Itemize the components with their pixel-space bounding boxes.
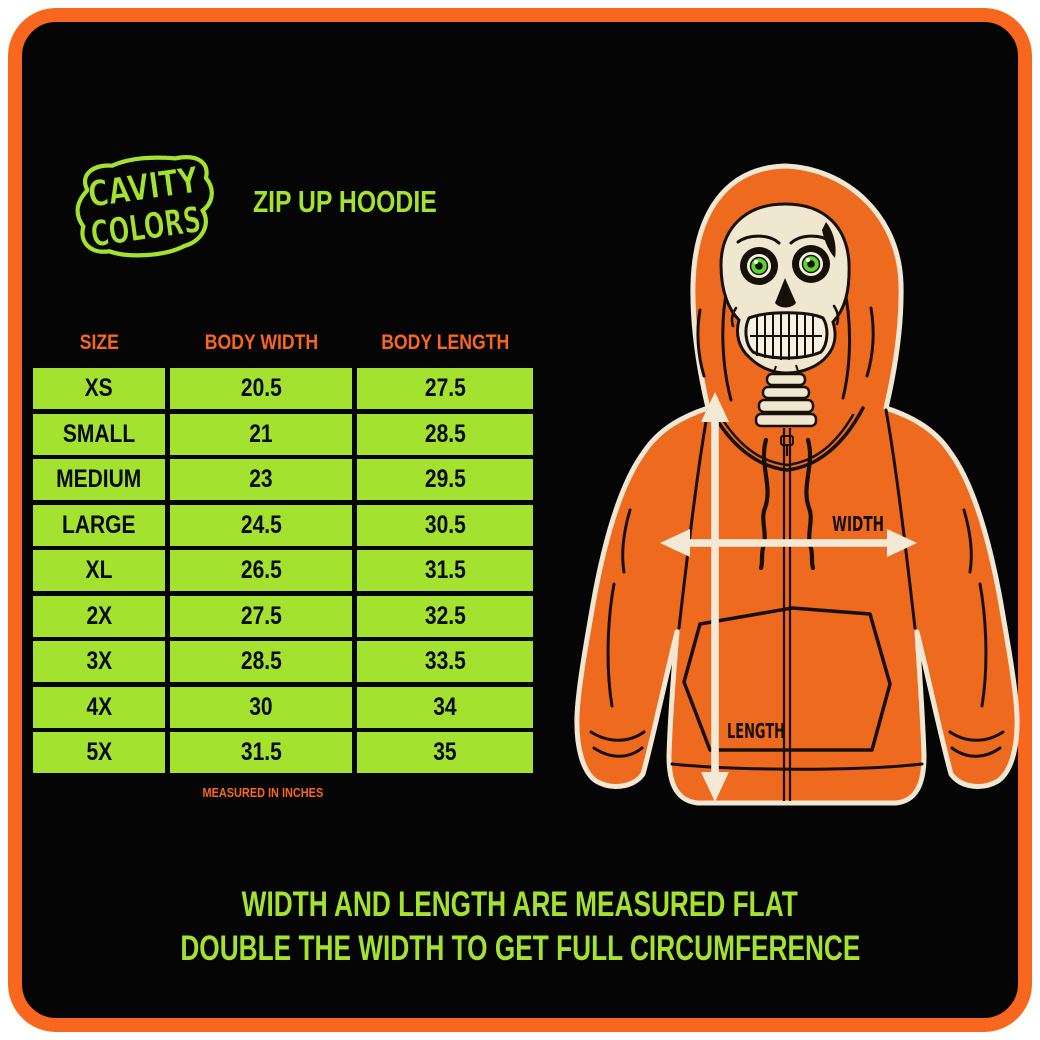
eye-left — [740, 247, 778, 285]
table-cell-size: XS — [33, 368, 165, 409]
header-body-length: BODY LENGTH — [380, 331, 510, 354]
skull — [719, 202, 851, 428]
eye-right — [792, 245, 830, 283]
length-arrow — [701, 392, 729, 802]
table-cell-size: 5X — [33, 732, 165, 773]
table-cell-size: MEDIUM — [33, 459, 165, 500]
cheek-left — [730, 306, 738, 328]
table-cell-body-length: 32.5 — [357, 595, 533, 637]
table-cell-body-width: 23 — [170, 459, 352, 500]
table-cell-body-width: 26.5 — [170, 550, 352, 591]
hoodie-illustration: WIDTH LENGTH — [574, 163, 1020, 806]
table-cell-body-length: 30.5 — [357, 504, 533, 546]
table-cell-size: 2X — [33, 595, 165, 637]
header-body-width: BODY WIDTH — [204, 331, 318, 354]
width-arrow — [660, 529, 917, 557]
logo-outline-blob — [75, 155, 214, 258]
drawstrings — [758, 437, 816, 571]
zipper — [780, 428, 794, 801]
skull-nose — [775, 278, 796, 308]
header-size: SIZE — [79, 331, 119, 354]
neck-vertebrae — [754, 372, 818, 428]
table-cell-body-length: 34 — [357, 686, 533, 728]
disclaimer: WIDTH AND LENGTH ARE MEASURED FLAT DOUBL… — [0, 883, 1040, 971]
table-header-row: SIZE BODY WIDTH BODY LENGTH — [33, 331, 533, 355]
product-title-text: ZIP UP HOODIE — [253, 184, 437, 219]
cheek-right — [832, 304, 840, 326]
table-cell-body-width: 21 — [170, 413, 352, 455]
table-cell-size: LARGE — [33, 504, 165, 546]
disclaimer-line1: WIDTH AND LENGTH ARE MEASURED FLAT — [241, 885, 799, 924]
table-cell-size: XL — [33, 550, 165, 591]
brow-right — [789, 234, 833, 245]
hoodie-silhouette — [574, 163, 1020, 806]
hoodie-line-art — [589, 208, 1005, 771]
chin-marks — [773, 364, 799, 373]
product-title: ZIP UP HOODIE — [253, 186, 483, 218]
table-cell-body-length: 35 — [357, 732, 533, 773]
table-cell-body-length: 29.5 — [357, 459, 533, 500]
table-cell-body-length: 31.5 — [357, 550, 533, 591]
table-cell-body-width: 20.5 — [170, 368, 352, 409]
table-cell-size: SMALL — [33, 413, 165, 455]
kangaroo-pocket — [682, 606, 892, 752]
skull-teeth — [750, 312, 822, 360]
table-footnote: MEASURED IN INCHES — [202, 785, 324, 800]
brand-logo: CAVITY COLORS — [75, 155, 214, 258]
table-cell-size: 4X — [33, 686, 165, 728]
length-label: LENGTH — [727, 719, 785, 743]
table-cell-size: 3X — [33, 641, 165, 682]
width-label: WIDTH — [832, 512, 884, 536]
hood-collar — [709, 406, 865, 472]
disclaimer-line2: DOUBLE THE WIDTH TO GET FULL CIRCUMFEREN… — [179, 929, 861, 968]
table-cell-body-length: 33.5 — [357, 641, 533, 682]
table-cell-body-width: 30 — [170, 686, 352, 728]
size-table: XS 20.5 27.5 SMALL 21 28.5 MEDIUM 23 29.5 LARGE 24… — [33, 368, 533, 773]
table-cell-body-width: 27.5 — [170, 595, 352, 637]
brow-left — [736, 234, 781, 245]
table-cell-body-width: 24.5 — [170, 504, 352, 546]
table-cell-body-width: 31.5 — [170, 732, 352, 773]
table-cell-body-length: 27.5 — [357, 368, 533, 409]
table-cell-body-width: 28.5 — [170, 641, 352, 682]
table-cell-body-length: 28.5 — [357, 413, 533, 455]
